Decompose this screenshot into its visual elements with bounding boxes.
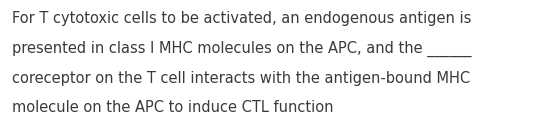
Text: molecule on the APC to induce CTL function: molecule on the APC to induce CTL functi… [12,100,334,115]
Text: presented in class I MHC molecules on the APC, and the ______: presented in class I MHC molecules on th… [12,41,472,57]
Text: For T cytotoxic cells to be activated, an endogenous antigen is: For T cytotoxic cells to be activated, a… [12,11,472,26]
Text: coreceptor on the T cell interacts with the antigen-bound MHC: coreceptor on the T cell interacts with … [12,71,470,86]
